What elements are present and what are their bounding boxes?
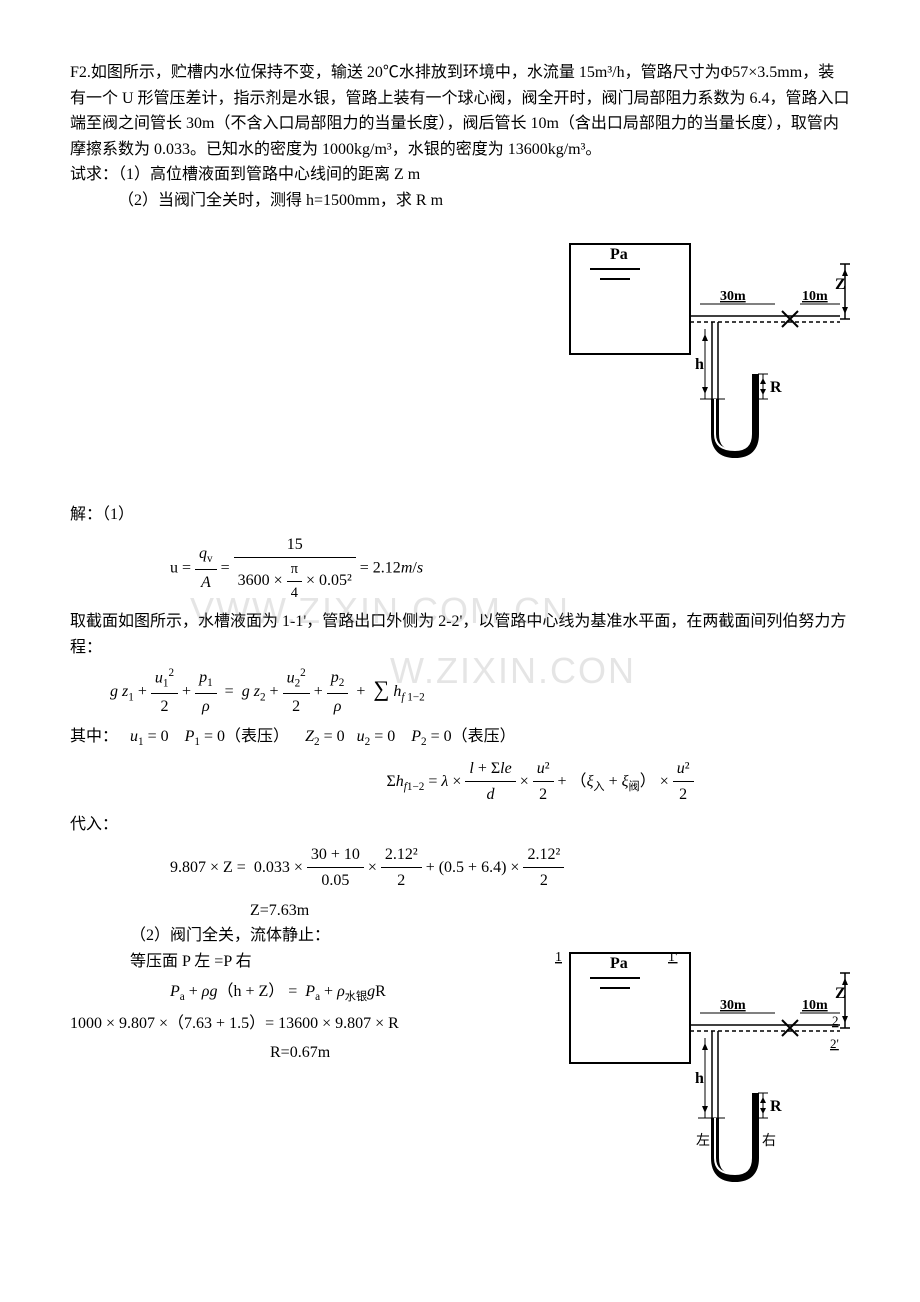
label-pa-2: Pa: [610, 955, 628, 972]
label-30m-2: 30m: [720, 998, 746, 1013]
solution-text-1: 取截面如图所示，水槽液面为 1-1'，管路出口外侧为 2-2'，以管路中心线为基…: [70, 609, 850, 660]
label-left: 左: [696, 1133, 710, 1149]
label-h: h: [695, 356, 704, 373]
eq-bernoulli: g z1 + u122 + p1ρ = g z2 + u222 + p2ρ + …: [110, 665, 850, 720]
solution: VWW.ZIXIN.COM.CN W.ZIXIN.CON 解：（1） u = q…: [70, 502, 850, 1066]
label-r-2: R: [770, 1098, 782, 1115]
solution-header: 解：（1）: [70, 502, 850, 528]
z-result: Z=7.63m: [250, 898, 850, 924]
eq-hf: Σhf1−2 = λ × l + Σled × u²2 + （ξ入 + ξ阀） …: [230, 756, 850, 808]
label-right: 右: [762, 1133, 776, 1149]
eq-sub: 9.807 × Z = 0.033 × 30 + 100.05 × 2.12²2…: [170, 842, 850, 894]
label-30m: 30m: [720, 289, 746, 304]
eq-conditions: 其中： u1 = 0 P1 = 0（表压） Z2 = 0 u2 = 0 P2 =…: [70, 724, 850, 752]
problem-statement: F2.如图所示，贮槽内水位保持不变，输送 20℃水排放到环境中，水流量 15m³…: [70, 60, 850, 214]
label-1p: 1': [668, 950, 678, 965]
figure-1: Pa 30m 10m Z h: [550, 234, 850, 464]
label-h-2: h: [695, 1070, 704, 1087]
label-z: Z: [835, 276, 846, 293]
problem-body: F2.如图所示，贮槽内水位保持不变，输送 20℃水排放到环境中，水流量 15m³…: [70, 64, 850, 158]
label-pa: Pa: [610, 246, 628, 263]
label-z-2: Z: [835, 985, 846, 1002]
eq-u: u = qvA = 153600 × π4 × 0.05² = 2.12m/s: [170, 532, 850, 606]
label-1: 1: [555, 950, 562, 965]
label-2p: 2': [830, 1036, 839, 1051]
label-r: R: [770, 379, 782, 396]
figure-2: Pa 1 1' 30m 10m 2 2' Z: [540, 943, 850, 1193]
ask-2: （2）当阀门全关时，测得 h=1500mm，求 R m: [70, 188, 850, 214]
label-10m-2: 10m: [802, 998, 828, 1013]
figure-1-container: Pa 30m 10m Z h: [70, 234, 850, 473]
label-2: 2: [832, 1013, 839, 1028]
figure-2-container: Pa 1 1' 30m 10m 2 2' Z: [540, 943, 850, 1202]
label-10m: 10m: [802, 289, 828, 304]
solution-text-3: 代入：: [70, 812, 850, 838]
conditions-prefix: 其中：: [70, 728, 118, 745]
ask-1: 试求：（1）高位槽液面到管路中心线间的距离 Z m: [70, 162, 850, 188]
